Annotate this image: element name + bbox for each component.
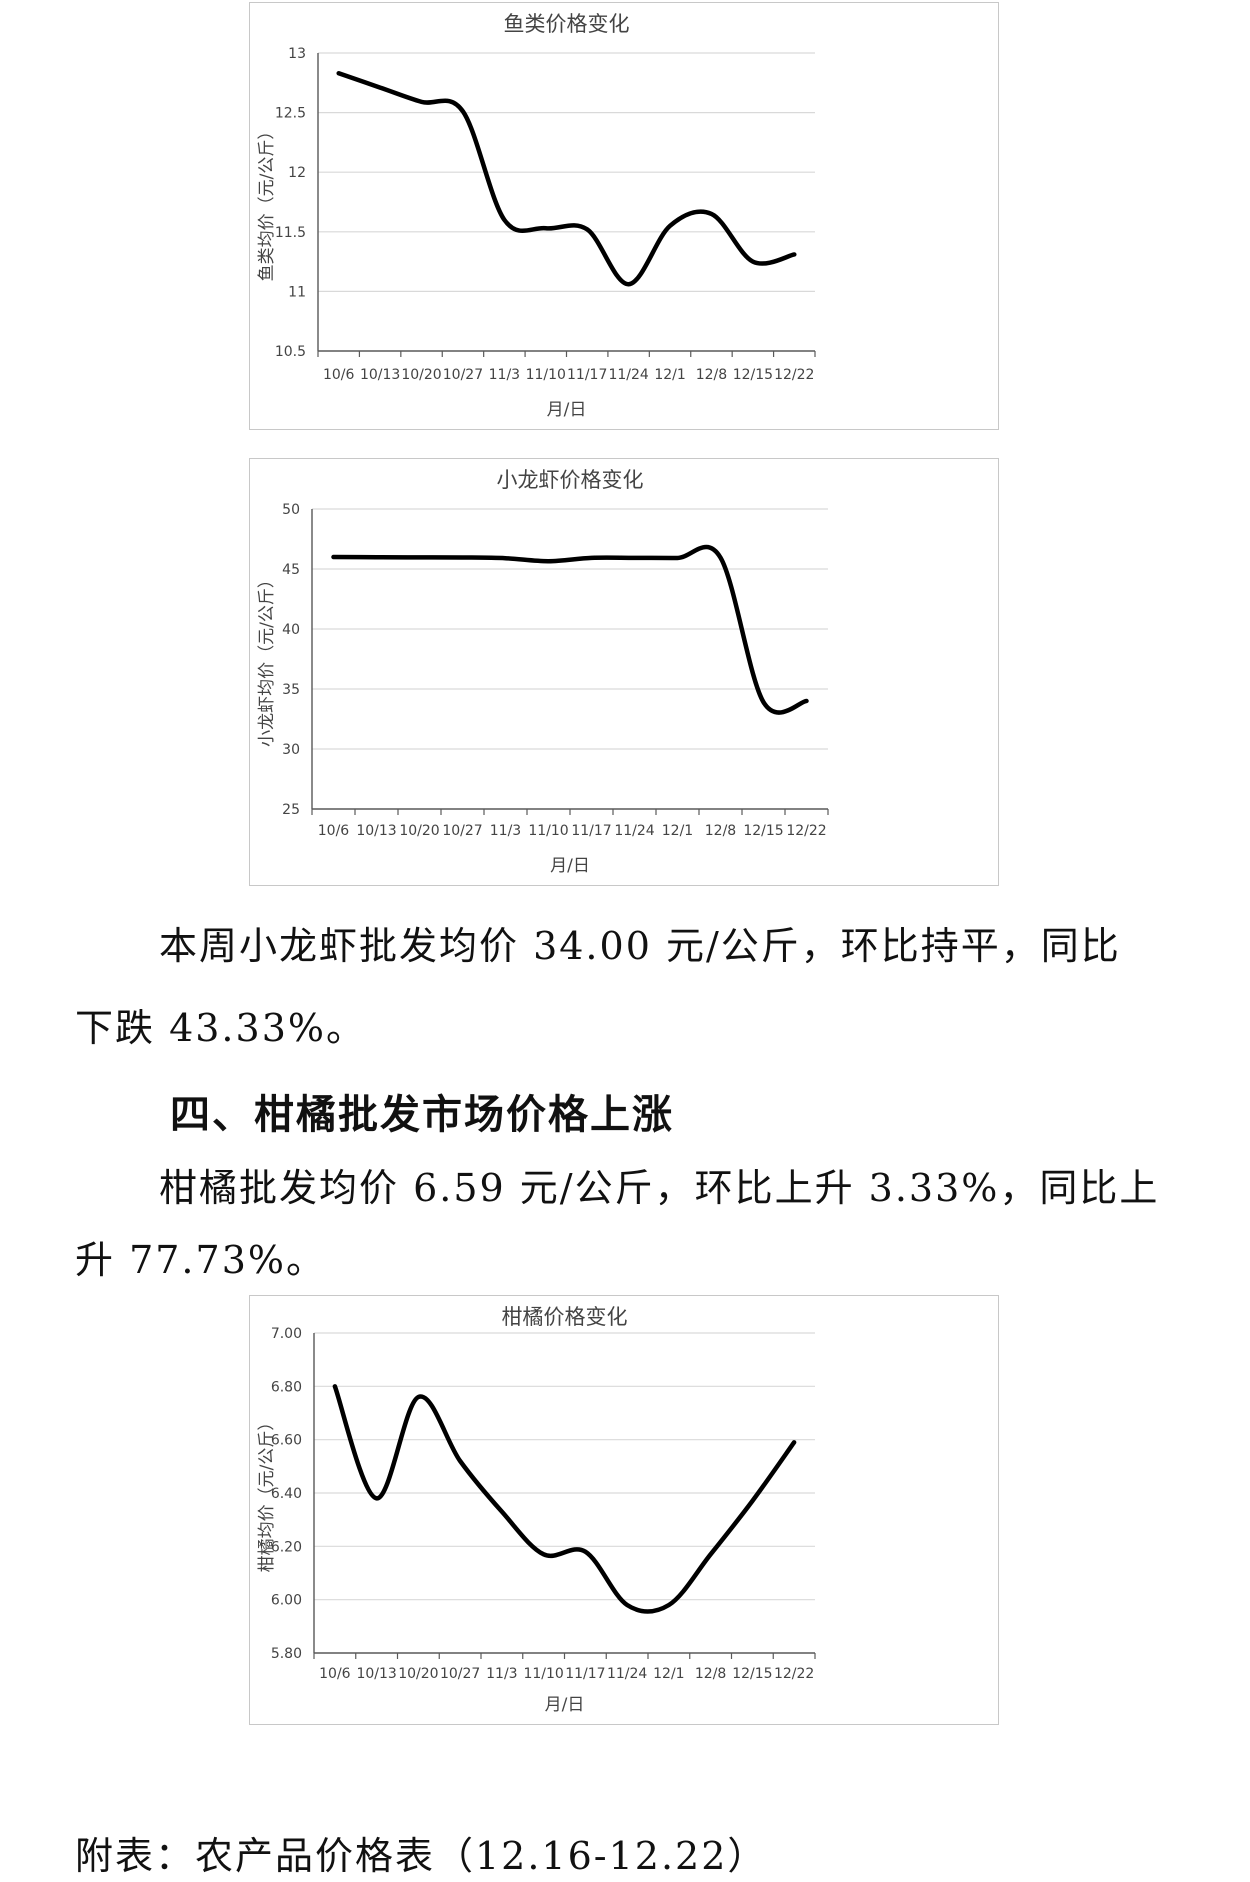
x-tick-label: 10/20 [401,367,441,383]
crayfish-summary-line2: 下跌 43.33%。 [75,1006,366,1050]
y-tick-label: 25 [282,802,300,818]
crayfish-summary-line1: 本周小龙虾批发均价 34.00 元/公斤，环比持平，同比 [159,924,1121,968]
x-tick-label: 10/6 [319,1666,351,1682]
y-tick-label: 6.40 [271,1486,302,1502]
fish-price-chart: 鱼类价格变化 13 12.5 12 11.5 11 10.5 10/6 10/13 10/20 10… [249,2,999,430]
x-tick-label: 11/17 [571,823,611,839]
y-tick-label: 11.5 [275,225,306,241]
x-tick-label: 10/13 [356,1666,396,1682]
x-tick-label: 11/10 [528,823,568,839]
y-tick-label: 13 [288,46,306,62]
series-line [336,71,797,287]
x-tick-label: 10/27 [443,367,483,383]
x-tick-label: 10/20 [399,823,439,839]
y-tick-label: 35 [282,682,300,698]
x-axis-label: 月/日 [547,400,587,420]
chart-svg: 柑橘价格变化 7.00 6.80 6.60 6.40 6.20 6.00 5.80 10/6 10… [257,1305,816,1715]
x-tick-label: 11/10 [523,1666,563,1682]
y-tick-label: 7.00 [271,1326,302,1342]
x-tick-label: 12/15 [733,367,773,383]
x-tick-label: 12/15 [732,1666,772,1682]
x-tick-label: 12/8 [696,367,727,383]
y-tick-label: 45 [282,562,300,578]
x-tick-label: 12/22 [786,823,826,839]
citrus-price-chart: 柑橘价格变化 7.00 6.80 6.60 6.40 6.20 6.00 5.80 10/6 10… [249,1295,999,1725]
y-tick-label: 6.00 [271,1593,302,1609]
series-line [331,544,809,715]
x-tick-label: 12/8 [695,1666,726,1682]
crayfish-price-chart: 小龙虾价格变化 50 45 40 35 30 25 10/6 10/13 10/20 10/27 11… [249,458,999,886]
appendix-caption: 附表：农产品价格表（12.16-12.22） [75,1834,768,1878]
chart-title: 鱼类价格变化 [504,12,630,36]
chart-svg: 小龙虾价格变化 50 45 40 35 30 25 10/6 10/13 10/20 10/27 11… [257,468,829,876]
y-axis-label: 鱼类均价（元/公斤） [257,123,277,282]
x-tick-label: 11/17 [565,1666,605,1682]
x-tick-label: 11/3 [486,1666,517,1682]
chart-svg: 鱼类价格变化 13 12.5 12 11.5 11 10.5 10/6 10/13 10/20 10… [257,12,816,420]
x-tick-label: 12/22 [774,367,814,383]
section-heading-citrus: 四、柑橘批发市场价格上涨 [170,1092,674,1138]
y-axis-label: 柑橘均价（元/公斤） [257,1414,277,1573]
x-tick-label: 11/24 [607,1666,647,1682]
x-tick-label: 11/17 [567,367,607,383]
x-tick-label: 10/27 [442,823,482,839]
x-axis-label: 月/日 [545,1695,585,1715]
x-tick-label: 11/3 [489,367,520,383]
x-tick-label: 10/13 [356,823,396,839]
y-tick-label: 12 [288,165,306,181]
chart-title: 小龙虾价格变化 [497,468,644,492]
y-tick-label: 11 [288,284,306,300]
chart-title: 柑橘价格变化 [502,1305,628,1329]
x-tick-label: 12/1 [662,823,693,839]
citrus-summary-line1: 柑橘批发均价 6.59 元/公斤，环比上升 3.33%，同比上 [159,1166,1160,1210]
y-tick-label: 40 [282,622,300,638]
x-tick-label: 11/3 [490,823,521,839]
x-axis-label: 月/日 [550,856,590,876]
x-tick-label: 12/1 [654,367,685,383]
x-tick-label: 12/15 [743,823,783,839]
y-tick-label: 50 [282,502,300,518]
x-tick-label: 10/13 [360,367,400,383]
y-tick-label: 6.20 [271,1539,302,1555]
x-tick-label: 12/1 [653,1666,684,1682]
x-tick-label: 11/24 [614,823,654,839]
citrus-summary-line2: 升 77.73%。 [75,1238,326,1282]
y-tick-label: 6.80 [271,1379,302,1395]
y-axis-label: 小龙虾均价（元/公斤） [257,571,277,747]
x-tick-label: 12/22 [774,1666,814,1682]
y-tick-label: 30 [282,742,300,758]
x-tick-label: 10/6 [323,367,355,383]
x-tick-label: 11/10 [526,367,566,383]
x-tick-label: 10/20 [398,1666,438,1682]
y-tick-label: 5.80 [271,1646,302,1662]
x-tick-label: 11/24 [608,367,648,383]
x-tick-label: 10/27 [440,1666,480,1682]
x-tick-label: 10/6 [318,823,350,839]
series-line [332,1384,797,1614]
y-tick-label: 6.60 [271,1433,302,1449]
y-tick-label: 12.5 [275,106,306,122]
y-tick-label: 10.5 [275,344,306,360]
x-tick-label: 12/8 [705,823,736,839]
